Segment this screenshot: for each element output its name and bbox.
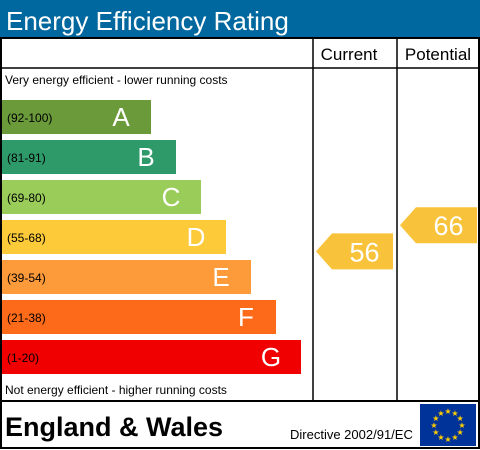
chart-title: Energy Efficiency Rating [6, 6, 289, 36]
eu-star-icon: ★ [430, 421, 437, 430]
band-g-range: (1-20) [7, 351, 39, 365]
band-g [2, 340, 301, 374]
band-a [2, 100, 151, 134]
band-f-range: (21-38) [7, 311, 46, 325]
eu-star-icon: ★ [437, 433, 444, 442]
band-b [2, 140, 176, 174]
band-e-letter: E [212, 262, 229, 292]
directive-label: Directive 2002/91/EC [290, 427, 413, 442]
rating-arrows: 56 66 [316, 207, 477, 270]
potential-rating-arrow [400, 207, 477, 244]
band-c [2, 180, 201, 214]
eu-star-icon: ★ [458, 421, 465, 430]
bottom-note: Not energy efficient - higher running co… [5, 383, 227, 397]
eu-star-icon: ★ [437, 409, 444, 418]
eu-flag-icon: ★★★★★★★★★ ★ ★★ [420, 404, 476, 446]
eu-star-icon: ★ [451, 433, 458, 442]
eu-star-icon: ★ [457, 414, 464, 423]
rating-bands: (92-100) A (81-91) B (69-80) C (55-68) D (39-54)… [2, 100, 301, 374]
band-e-range: (39-54) [7, 271, 46, 285]
band-d-range: (55-68) [7, 231, 46, 245]
band-f [2, 300, 276, 334]
band-g-letter: G [261, 342, 281, 372]
chart-frame [0, 37, 480, 449]
eu-star-icon: ★ [432, 428, 439, 437]
band-d [2, 220, 226, 254]
eu-star-icon: ★ [444, 435, 451, 444]
band-a-range: (92-100) [7, 111, 52, 125]
potential-rating-value: 66 [433, 211, 463, 241]
title-bar [0, 0, 480, 37]
band-d-letter: D [187, 222, 206, 252]
band-e [2, 260, 251, 294]
band-c-letter: C [162, 182, 181, 212]
band-b-range: (81-91) [7, 151, 46, 165]
eu-star-icon: ★ [432, 414, 439, 423]
current-column-header: Current [321, 45, 378, 64]
band-f-letter: F [238, 302, 254, 332]
top-note: Very energy efficient - lower running co… [5, 73, 228, 87]
region-label: England & Wales [5, 412, 223, 442]
band-b-letter: B [137, 142, 154, 172]
eu-star-icon: ★ [451, 409, 458, 418]
band-a-letter: A [112, 102, 130, 132]
eu-star-icon: ★ [457, 428, 464, 437]
band-c-range: (69-80) [7, 191, 46, 205]
current-rating-arrow [316, 233, 393, 270]
current-rating-value: 56 [349, 237, 379, 267]
potential-column-header: Potential [405, 45, 471, 64]
eu-star-icon: ★ [444, 407, 451, 416]
